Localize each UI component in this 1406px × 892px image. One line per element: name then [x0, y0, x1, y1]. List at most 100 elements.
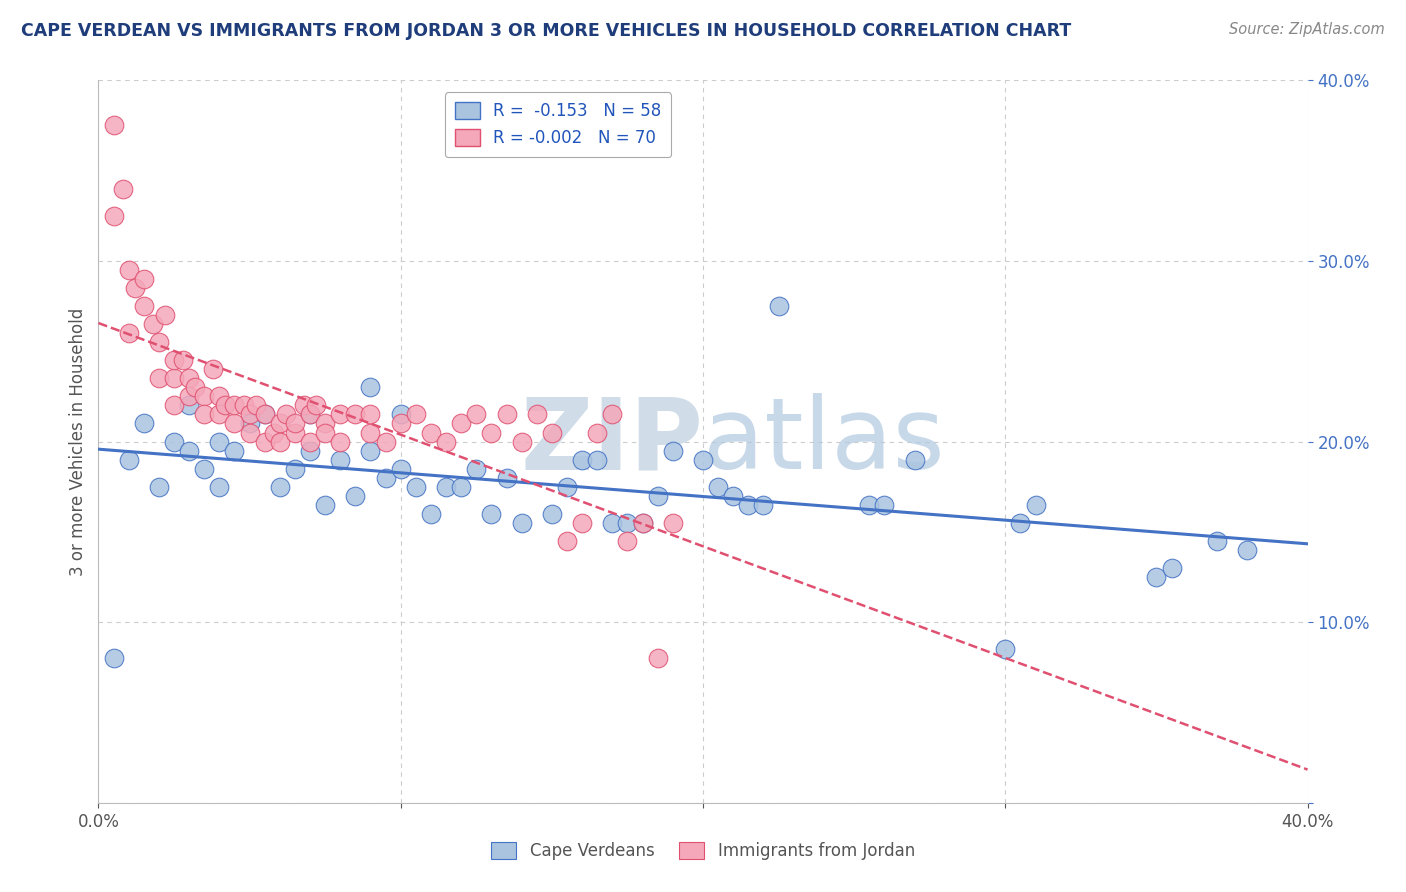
- Point: [263, 425, 285, 440]
- Point: [179, 389, 201, 403]
- Point: [571, 516, 593, 530]
- Point: [163, 371, 186, 385]
- Point: [124, 281, 146, 295]
- Point: [239, 417, 262, 431]
- Point: [540, 507, 562, 521]
- Point: [768, 299, 790, 313]
- Point: [179, 398, 201, 412]
- Point: [299, 408, 322, 422]
- Point: [586, 425, 609, 440]
- Point: [481, 507, 503, 521]
- Point: [329, 452, 352, 467]
- Point: [179, 443, 201, 458]
- Point: [142, 317, 165, 331]
- Point: [360, 425, 382, 440]
- Point: [661, 516, 683, 530]
- Point: [208, 389, 231, 403]
- Point: [571, 452, 593, 467]
- Point: [1010, 516, 1032, 530]
- Point: [1160, 561, 1182, 575]
- Point: [434, 434, 457, 449]
- Point: [118, 263, 141, 277]
- Point: [118, 452, 141, 467]
- Point: [269, 417, 291, 431]
- Point: [858, 498, 880, 512]
- Point: [602, 516, 624, 530]
- Point: [111, 182, 134, 196]
- Point: [495, 471, 517, 485]
- Point: [465, 408, 488, 422]
- Point: [292, 398, 315, 412]
- Point: [540, 425, 562, 440]
- Point: [904, 452, 927, 467]
- Point: [873, 498, 896, 512]
- Point: [118, 326, 141, 340]
- Point: [163, 353, 186, 368]
- Point: [389, 461, 412, 475]
- Point: [284, 461, 307, 475]
- Point: [329, 408, 352, 422]
- Point: [314, 417, 336, 431]
- Point: [245, 398, 267, 412]
- Text: Source: ZipAtlas.com: Source: ZipAtlas.com: [1229, 22, 1385, 37]
- Point: [661, 443, 683, 458]
- Point: [232, 398, 254, 412]
- Point: [172, 353, 194, 368]
- Text: CAPE VERDEAN VS IMMIGRANTS FROM JORDAN 3 OR MORE VEHICLES IN HOUSEHOLD CORRELATI: CAPE VERDEAN VS IMMIGRANTS FROM JORDAN 3…: [21, 22, 1071, 40]
- Point: [284, 425, 307, 440]
- Point: [224, 417, 246, 431]
- Y-axis label: 3 or more Vehicles in Household: 3 or more Vehicles in Household: [69, 308, 87, 575]
- Point: [434, 480, 457, 494]
- Point: [344, 408, 367, 422]
- Point: [193, 408, 215, 422]
- Point: [737, 498, 759, 512]
- Point: [163, 398, 186, 412]
- Point: [465, 461, 488, 475]
- Point: [179, 371, 201, 385]
- Point: [510, 516, 533, 530]
- Point: [360, 380, 382, 394]
- Point: [360, 443, 382, 458]
- Legend: Cape Verdeans, Immigrants from Jordan: Cape Verdeans, Immigrants from Jordan: [485, 835, 921, 867]
- Point: [208, 434, 231, 449]
- Point: [405, 408, 427, 422]
- Point: [510, 434, 533, 449]
- Point: [555, 533, 578, 548]
- Point: [184, 380, 207, 394]
- Point: [374, 434, 396, 449]
- Point: [314, 425, 336, 440]
- Point: [631, 516, 654, 530]
- Point: [253, 408, 276, 422]
- Point: [208, 408, 231, 422]
- Point: [269, 480, 291, 494]
- Point: [602, 408, 624, 422]
- Point: [132, 299, 155, 313]
- Point: [253, 408, 276, 422]
- Point: [305, 398, 328, 412]
- Point: [616, 533, 638, 548]
- Point: [239, 425, 262, 440]
- Point: [1144, 570, 1167, 584]
- Point: [299, 408, 322, 422]
- Point: [994, 642, 1017, 657]
- Point: [526, 408, 548, 422]
- Point: [269, 434, 291, 449]
- Point: [103, 651, 125, 665]
- Point: [148, 335, 170, 350]
- Point: [752, 498, 775, 512]
- Point: [616, 516, 638, 530]
- Point: [193, 461, 215, 475]
- Point: [389, 408, 412, 422]
- Point: [405, 480, 427, 494]
- Point: [329, 434, 352, 449]
- Point: [148, 371, 170, 385]
- Point: [723, 489, 745, 503]
- Point: [299, 443, 322, 458]
- Point: [450, 417, 472, 431]
- Point: [1206, 533, 1229, 548]
- Point: [148, 480, 170, 494]
- Point: [450, 480, 472, 494]
- Point: [214, 398, 236, 412]
- Point: [202, 362, 225, 376]
- Point: [420, 507, 443, 521]
